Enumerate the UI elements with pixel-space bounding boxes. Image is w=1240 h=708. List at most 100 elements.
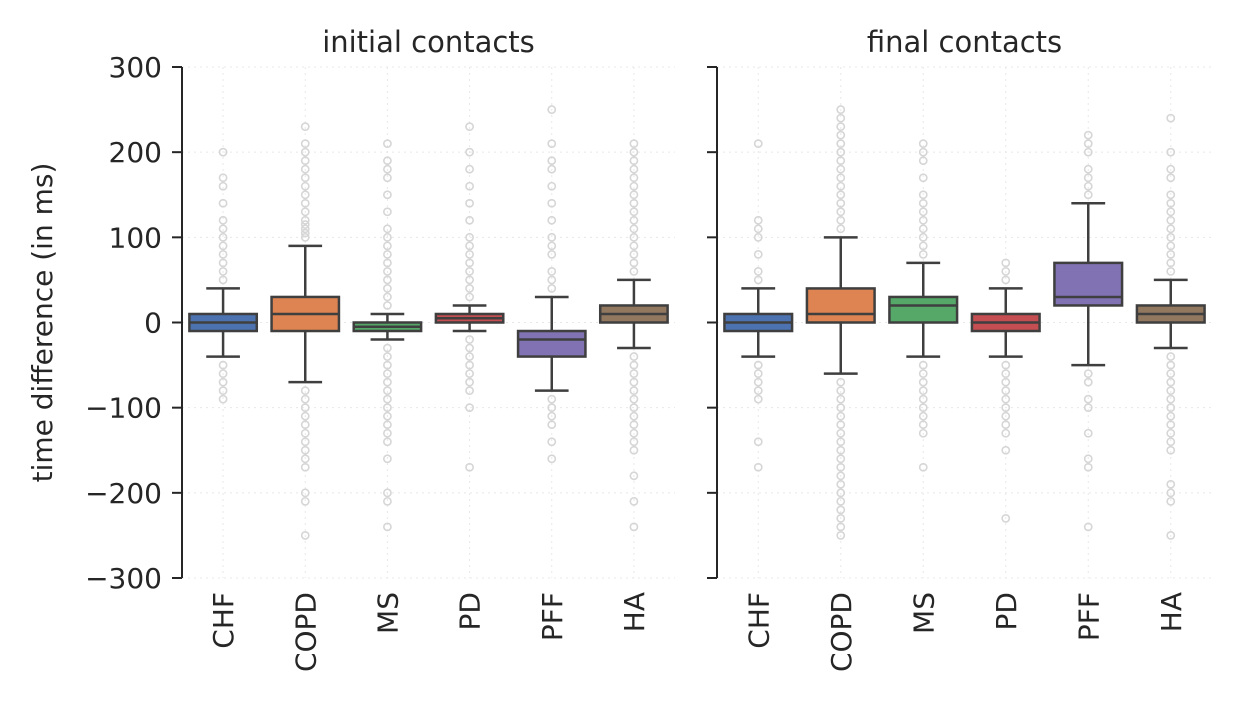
flier-point (300, 462, 310, 472)
flier-point (547, 437, 557, 447)
flier-point (1083, 190, 1093, 200)
flier-point (629, 360, 639, 370)
flier-point (1083, 522, 1093, 532)
flier-point (300, 428, 310, 438)
flier-point (629, 386, 639, 396)
flier-point (218, 266, 228, 276)
flier-point (753, 360, 763, 370)
flier-point (383, 437, 392, 447)
flier-point (383, 232, 392, 242)
flier-point (300, 394, 310, 404)
flier-point (836, 488, 846, 498)
flier-point (918, 156, 928, 166)
flier-point (300, 190, 310, 200)
flier-point (218, 258, 228, 268)
flier-point (836, 513, 846, 523)
flier-point (547, 249, 557, 259)
flier-point (547, 420, 557, 430)
box-copd (805, 287, 876, 324)
flier-point (1083, 130, 1093, 140)
flier-point (836, 420, 846, 430)
flier-point (836, 394, 846, 404)
flier-point (918, 420, 928, 430)
flier-point (465, 258, 474, 268)
flier-point (629, 215, 639, 225)
flier-point (1001, 411, 1011, 421)
x-tick-label: CHF (742, 592, 775, 649)
flier-point (753, 215, 763, 225)
flier-point (918, 224, 928, 234)
flier-point (383, 284, 392, 293)
flier-point (383, 488, 392, 498)
flier-point (629, 181, 639, 191)
flier-point (753, 224, 763, 234)
flier-point (218, 224, 228, 234)
flier-point (1083, 139, 1093, 149)
x-tick-label: HA (618, 592, 651, 632)
flier-point (918, 411, 928, 421)
flier-point (1001, 360, 1011, 370)
flier-point (300, 122, 310, 132)
flier-point (383, 496, 392, 506)
flier-point (383, 369, 392, 378)
flier-point (383, 139, 392, 149)
flier-point (465, 335, 474, 344)
flier-point (1166, 437, 1176, 447)
flier-point (300, 164, 310, 174)
flier-point (465, 403, 474, 413)
flier-point (1166, 352, 1176, 361)
flier-point (383, 266, 392, 276)
flier-point (629, 411, 639, 421)
flier-point (1166, 266, 1176, 276)
flier-point (465, 249, 474, 259)
flier-point (465, 292, 474, 302)
flier-point (753, 462, 763, 472)
flier-point (218, 232, 228, 242)
flier-point (836, 105, 846, 114)
flier-point (753, 266, 763, 276)
y-tick-label: −200 (85, 477, 162, 510)
flier-point (836, 113, 846, 123)
box-pff (516, 329, 587, 358)
y-tick-label: −300 (85, 562, 162, 595)
flier-point (836, 207, 846, 217)
x-tick-label: COPD (825, 592, 858, 672)
flier-point (300, 454, 310, 464)
flier-point (753, 377, 763, 387)
flier-point (300, 437, 310, 447)
flier-point (1166, 403, 1176, 413)
flier-point (629, 190, 639, 200)
flier-point (918, 198, 928, 208)
flier-point (1166, 479, 1176, 489)
flier-point (1166, 428, 1176, 438)
flier-point (218, 275, 228, 285)
flier-point (1166, 531, 1176, 540)
flier-point (629, 420, 639, 430)
flier-point (836, 224, 846, 234)
flier-point (1083, 403, 1093, 413)
flier-point (629, 394, 639, 404)
flier-point (1166, 258, 1176, 268)
flier-point (465, 122, 474, 132)
flier-point (629, 403, 639, 413)
flier-point (629, 266, 639, 276)
flier-point (300, 445, 310, 455)
flier-point (218, 369, 228, 378)
flier-point (918, 139, 928, 149)
y-tick-label: 0 (144, 307, 162, 340)
flier-point (383, 173, 392, 183)
flier-point (383, 411, 392, 421)
panel-title: initial contacts (322, 25, 535, 59)
flier-point (1166, 207, 1176, 217)
flier-point (465, 343, 474, 353)
flier-point (836, 454, 846, 464)
flier-point (465, 198, 474, 208)
x-tick-label: PFF (1072, 592, 1105, 641)
flier-point (547, 156, 557, 166)
flier-point (918, 386, 928, 396)
flier-point (1166, 113, 1176, 123)
flier-point (300, 181, 310, 191)
flier-point (300, 488, 310, 498)
flier-point (836, 190, 846, 200)
